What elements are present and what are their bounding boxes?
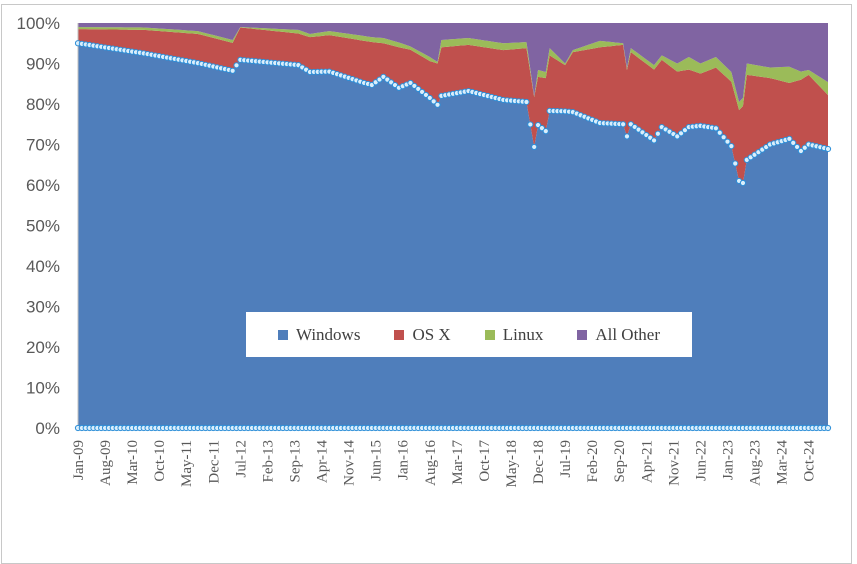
y-tick-label: 90% bbox=[26, 55, 60, 74]
x-tick-label: Sep-13 bbox=[287, 440, 303, 483]
windows-marker bbox=[527, 121, 534, 128]
legend-item-osx: OS X bbox=[394, 324, 451, 345]
windows-marker bbox=[677, 130, 685, 137]
area-linux bbox=[78, 27, 828, 111]
windows-marker bbox=[233, 62, 240, 69]
windows-marker bbox=[681, 127, 689, 134]
windows-marker bbox=[229, 67, 236, 74]
area-all-other bbox=[78, 23, 828, 102]
legend-swatch-osx bbox=[394, 329, 405, 340]
x-tick-label: Mar-10 bbox=[125, 440, 141, 485]
windows-marker bbox=[797, 147, 805, 155]
windows-marker bbox=[801, 144, 808, 151]
x-tick-label: Mar-17 bbox=[450, 440, 466, 485]
windows-marker bbox=[724, 138, 731, 145]
windows-marker bbox=[720, 134, 727, 141]
x-tick-label: Apr-14 bbox=[315, 440, 331, 484]
y-tick-label: 80% bbox=[26, 95, 60, 114]
x-tick-label: May-11 bbox=[179, 440, 195, 487]
x-tick-label: Nov-14 bbox=[342, 440, 358, 486]
windows-marker bbox=[434, 101, 441, 108]
y-tick-label: 70% bbox=[26, 136, 60, 155]
windows-marker bbox=[790, 139, 797, 146]
windows-marker bbox=[650, 137, 658, 144]
windows-marker bbox=[654, 130, 661, 137]
windows-marker bbox=[542, 128, 549, 135]
x-tick-label: Oct-17 bbox=[477, 440, 493, 482]
x-tick-label: Apr-21 bbox=[639, 440, 655, 483]
x-tick-label: Aug-23 bbox=[748, 440, 764, 486]
y-tick-label: 30% bbox=[26, 298, 60, 317]
windows-marker bbox=[716, 129, 723, 136]
windows-marker bbox=[793, 143, 801, 151]
legend-label: Linux bbox=[502, 324, 544, 344]
legend-label: All Other bbox=[595, 324, 661, 344]
x-tick-label: May-18 bbox=[504, 440, 520, 488]
area-os-x bbox=[78, 27, 828, 183]
chart-legend: Windows OS X Linux All Other bbox=[246, 312, 692, 357]
windows-marker bbox=[426, 94, 433, 102]
x-tick-label: Nov-21 bbox=[666, 440, 682, 486]
x-tick-label: Oct-10 bbox=[152, 440, 168, 482]
y-tick-label: 0% bbox=[35, 419, 60, 438]
x-tick-label: Feb-20 bbox=[585, 440, 601, 483]
x-tick-label: Dec-11 bbox=[206, 440, 222, 484]
x-tick-label: Jan-16 bbox=[396, 440, 412, 480]
y-tick-label: 100% bbox=[17, 14, 60, 33]
y-tick-label: 60% bbox=[26, 176, 60, 195]
windows-marker bbox=[732, 160, 739, 167]
x-tick-label: Aug-16 bbox=[423, 440, 439, 486]
x-tick-label: Dec-18 bbox=[531, 440, 547, 484]
x-tick-label: Jul-12 bbox=[233, 440, 249, 478]
windows-marker bbox=[786, 135, 793, 142]
legend-swatch-windows bbox=[277, 329, 288, 340]
windows-marker bbox=[531, 143, 538, 151]
x-tick-label: Oct-24 bbox=[802, 440, 818, 482]
x-tick-label: Jun-15 bbox=[369, 440, 385, 481]
windows-marker bbox=[712, 125, 719, 132]
x-tick-label: Jan-23 bbox=[720, 440, 736, 480]
legend-swatch-linux bbox=[484, 329, 495, 340]
baseline-marker bbox=[824, 424, 832, 432]
x-tick-label: Feb-13 bbox=[260, 440, 276, 483]
legend-swatch-all-other bbox=[577, 329, 588, 340]
x-tick-label: Jan-09 bbox=[71, 440, 87, 480]
windows-marker bbox=[620, 121, 627, 128]
legend-label: OS X bbox=[412, 324, 451, 344]
windows-marker bbox=[824, 145, 832, 153]
y-tick-label: 50% bbox=[26, 217, 60, 236]
y-tick-label: 40% bbox=[26, 257, 60, 276]
windows-marker bbox=[523, 98, 530, 106]
y-tick-label: 10% bbox=[26, 379, 60, 398]
x-tick-label: Jun-22 bbox=[693, 440, 709, 481]
windows-marker bbox=[739, 179, 747, 187]
windows-marker bbox=[674, 133, 681, 140]
y-tick-label: 20% bbox=[26, 338, 60, 357]
x-tick-label: Mar-24 bbox=[775, 440, 791, 485]
x-tick-label: Jul-19 bbox=[558, 440, 574, 478]
legend-item-windows: Windows bbox=[277, 324, 361, 345]
legend-label: Windows bbox=[295, 324, 361, 344]
legend-item-all-other: All Other bbox=[577, 325, 660, 345]
x-tick-label: Aug-09 bbox=[98, 440, 114, 486]
windows-marker bbox=[728, 143, 735, 150]
windows-marker bbox=[430, 98, 437, 105]
windows-marker bbox=[623, 133, 631, 140]
x-tick-label: Sep-20 bbox=[612, 440, 628, 483]
legend-item-linux: Linux bbox=[484, 324, 544, 345]
